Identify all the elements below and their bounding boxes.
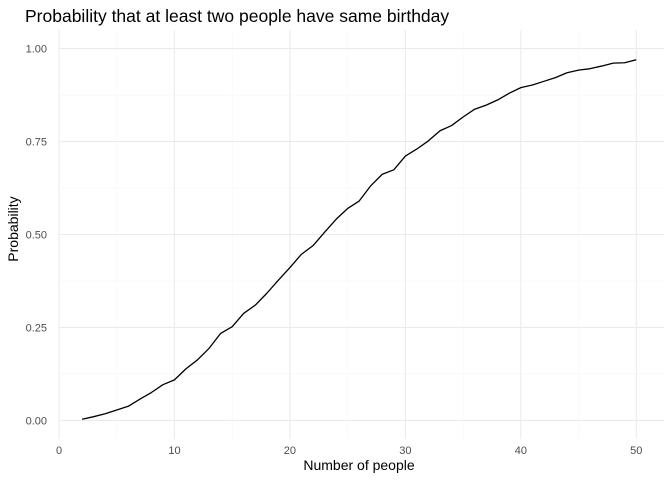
probability-series-line	[81, 59, 637, 420]
major-gridlines	[58, 30, 664, 439]
x-tick-label: 50	[630, 445, 642, 457]
y-axis-title: Probability	[5, 196, 21, 261]
y-tick-label: 0.75	[26, 137, 47, 149]
y-tick-label: 0.25	[26, 322, 47, 334]
y-axis-tick-labels: 0.00 0.25 0.50 0.75 1.00	[26, 44, 47, 428]
y-tick-label: 1.00	[26, 44, 47, 56]
x-axis-tick-labels: 0 10 20 30 40 50	[56, 445, 642, 457]
x-tick-label: 10	[168, 445, 180, 457]
x-tick-label: 0	[56, 445, 62, 457]
x-tick-label: 20	[284, 445, 296, 457]
series-layer	[81, 59, 637, 420]
y-tick-label: 0.50	[26, 230, 47, 242]
x-tick-label: 30	[399, 445, 411, 457]
x-tick-label: 40	[515, 445, 527, 457]
chart-title: Probability that at least two people hav…	[25, 6, 449, 26]
x-axis-title: Number of people	[303, 457, 415, 473]
y-tick-label: 0.00	[26, 415, 47, 427]
